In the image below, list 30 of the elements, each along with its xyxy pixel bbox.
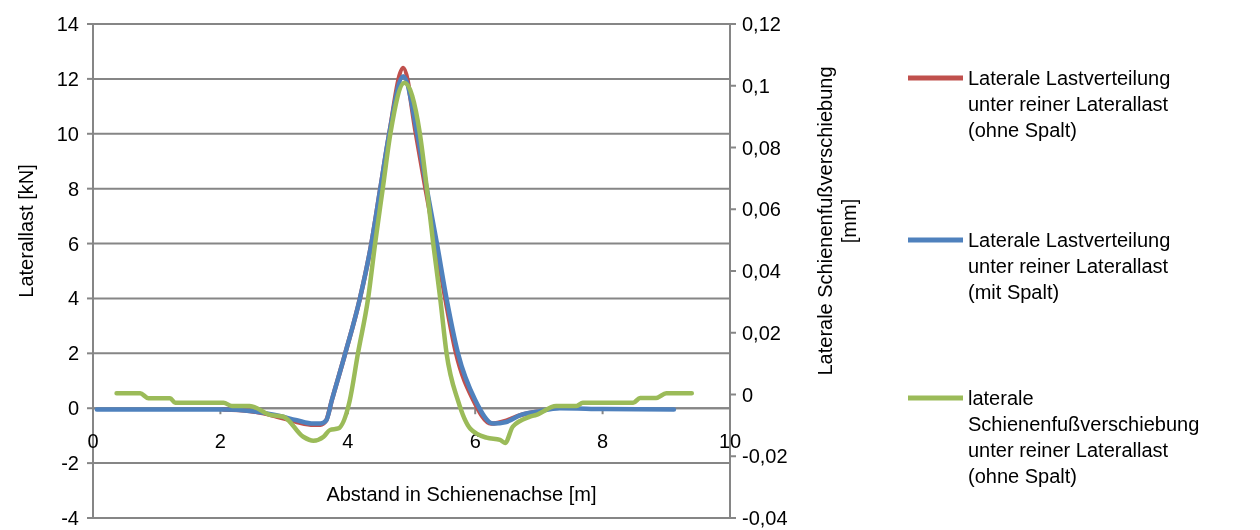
x-axis-title: Abstand in Schienenachse [m]	[326, 483, 597, 505]
y2-tick-label: 0,02	[742, 321, 781, 344]
y-tick-label: 14	[56, 13, 79, 35]
y-tick-label: 0	[67, 397, 79, 420]
x-tick-label: 0	[87, 430, 99, 453]
y-tick-label: 6	[67, 232, 79, 255]
y2-tick-label: 0	[742, 383, 754, 406]
x-tick-label: 2	[214, 430, 226, 453]
y2-tick-label: 0,08	[742, 136, 781, 159]
y2-axis-title: Laterale Schienenfußverschiebung [mm]	[814, 66, 860, 376]
y2-tick-label: -0,04	[742, 507, 788, 529]
legend-label: Laterale Lastverteilung unter reiner Laterallast (mit Spalt)	[968, 229, 1171, 303]
y-tick-label: 10	[56, 122, 79, 145]
y-tick-label: -2	[61, 452, 79, 475]
y-tick-label: 4	[67, 287, 79, 310]
legend-label: laterale Schienenfußverschiebung unter reiner Laterallast (ohne Spalt)	[968, 387, 1200, 487]
x-tick-label: 10	[718, 430, 742, 453]
y-tick-label: 12	[56, 67, 79, 90]
x-tick-label: 4	[342, 430, 354, 453]
legend-label: Laterale Lastverteilung unter reiner Laterallast (ohne Spalt)	[968, 67, 1171, 141]
y2-tick-label: -0,02	[742, 445, 788, 468]
y2-tick-label: 0,04	[742, 260, 781, 282]
y-tick-label: 2	[67, 342, 79, 365]
y-tick-label: -4	[61, 507, 79, 529]
y2-tick-label: 0,06	[742, 198, 781, 221]
y2-tick-label: 0,1	[742, 74, 770, 97]
x-tick-label: 8	[597, 430, 609, 453]
y-axis-title: Laterallast [kN]	[15, 164, 37, 298]
y2-tick-label: 0,12	[742, 13, 781, 35]
y-tick-label: 8	[67, 177, 79, 200]
